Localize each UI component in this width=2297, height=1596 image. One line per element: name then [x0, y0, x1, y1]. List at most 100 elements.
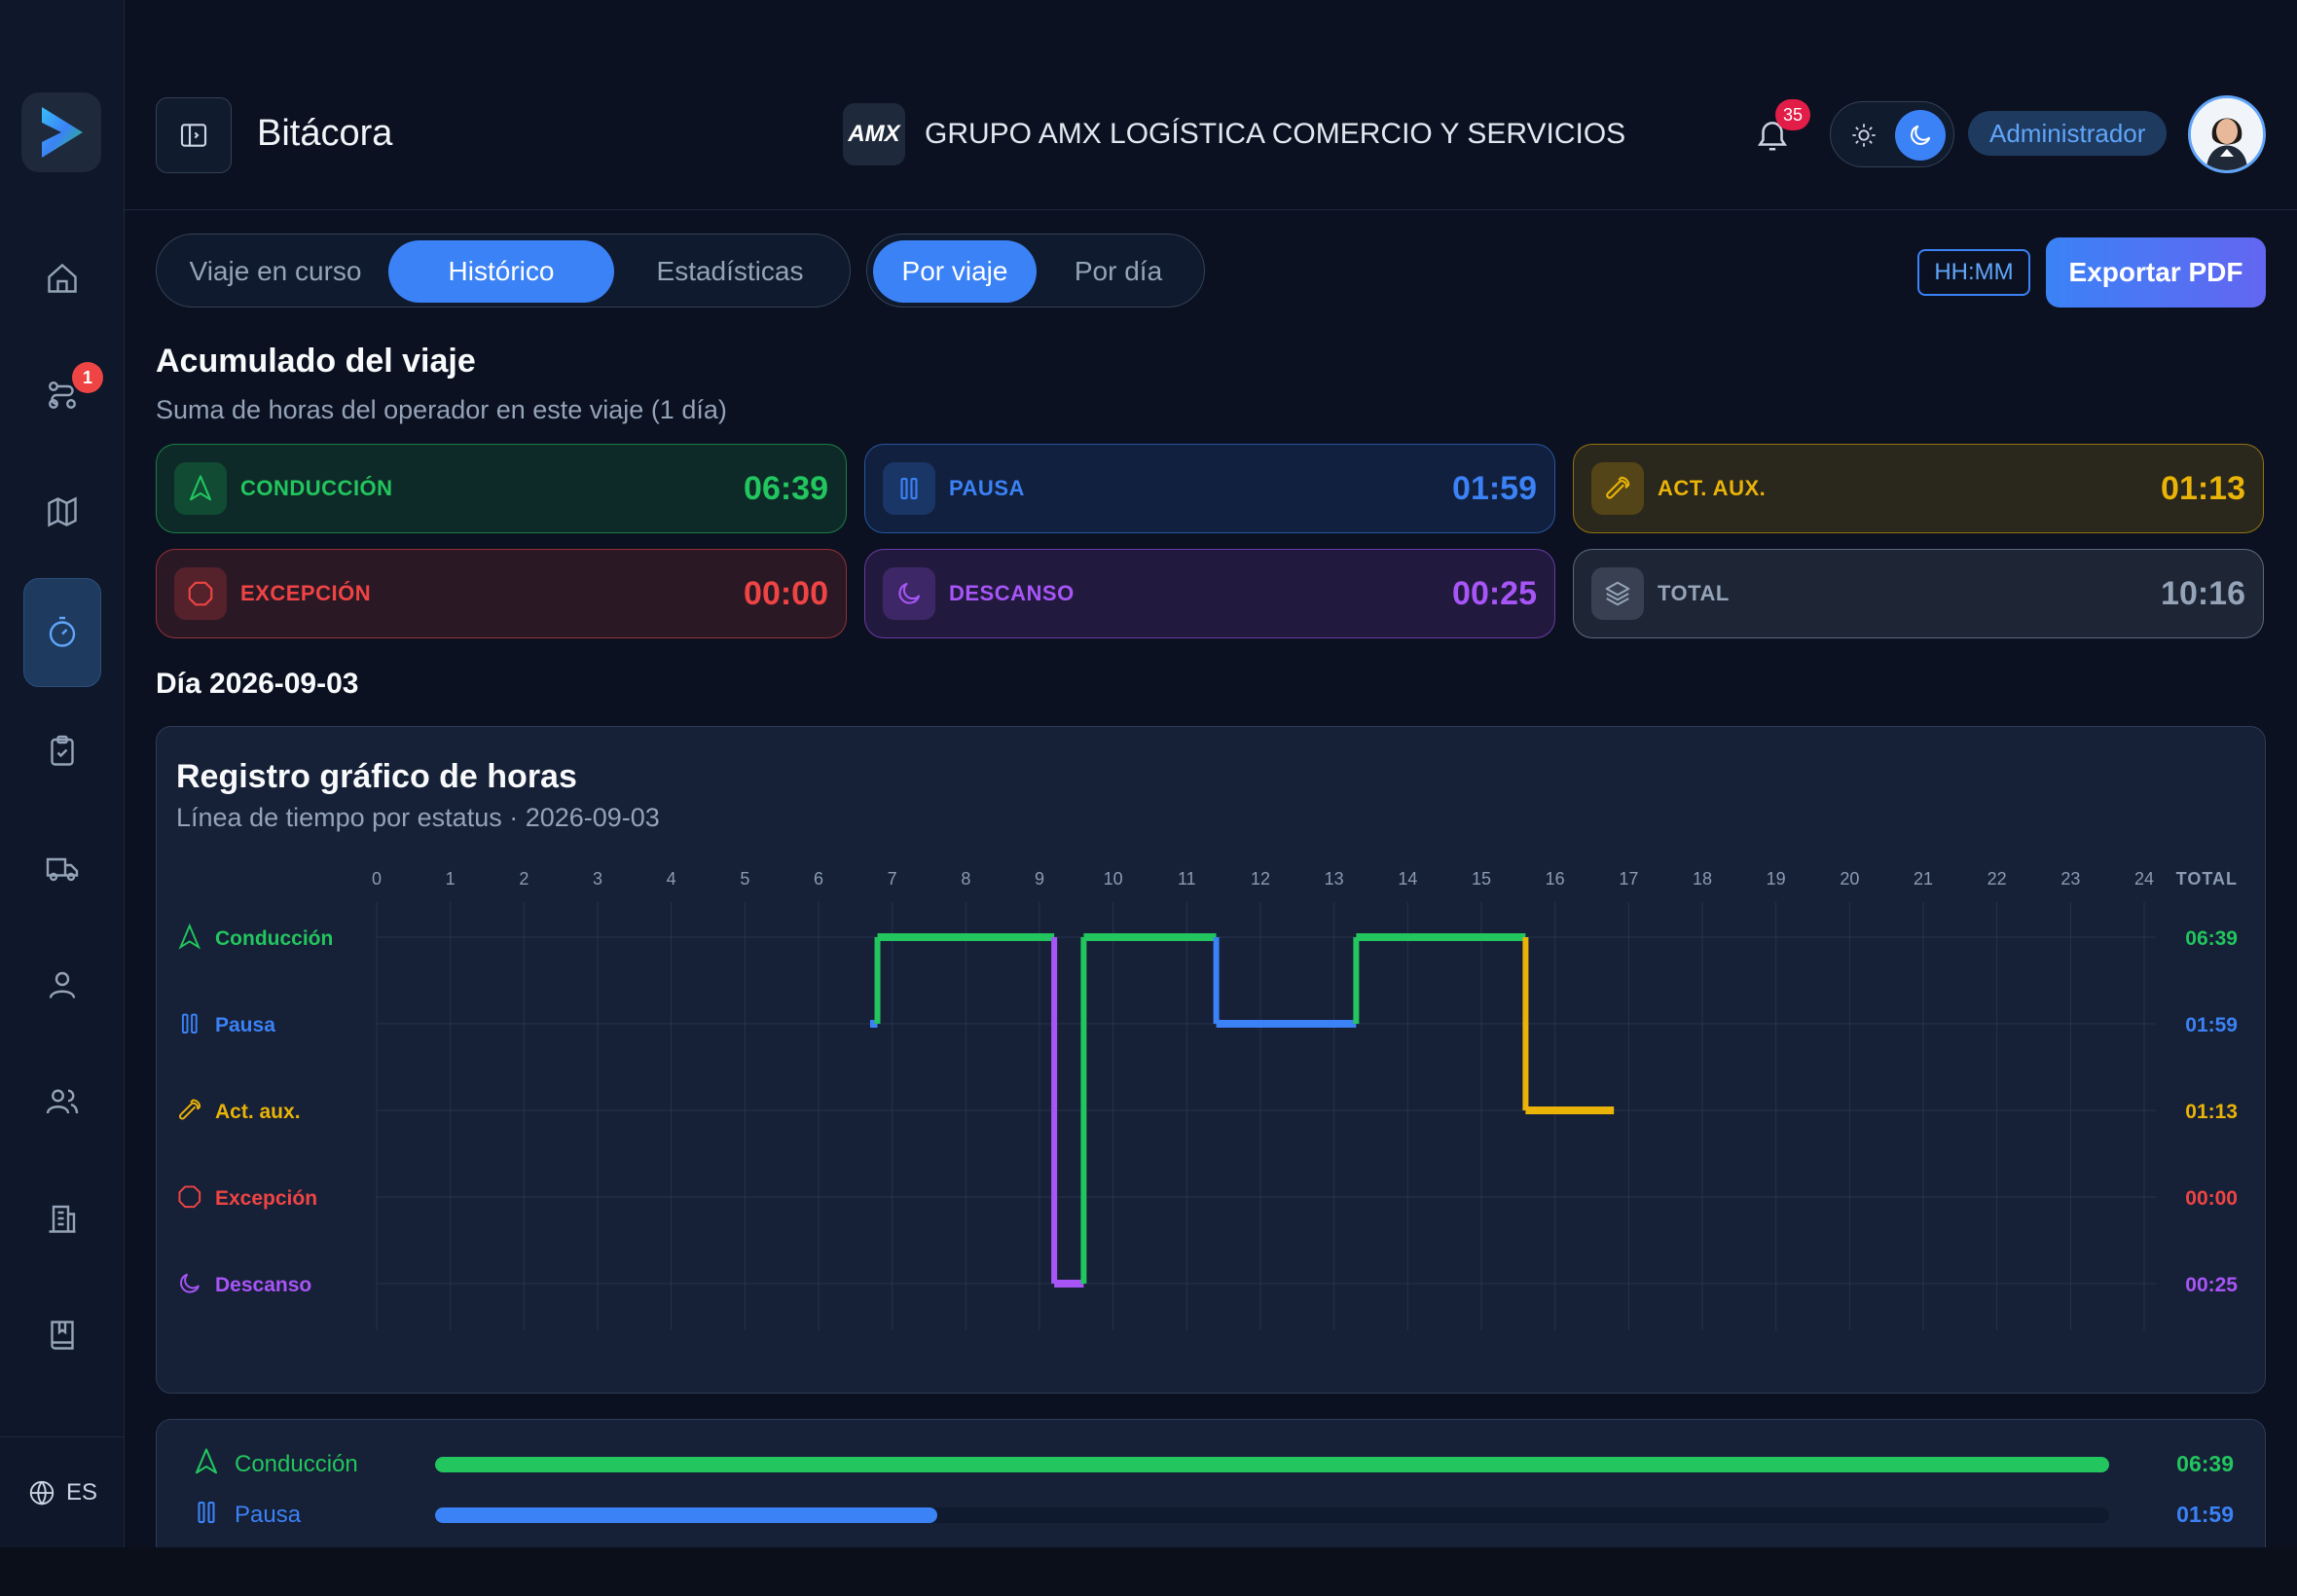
nav-manual[interactable]: [23, 1296, 101, 1374]
x-tick-label: 0: [372, 869, 382, 889]
tab-por-dia[interactable]: Por día: [1074, 256, 1163, 286]
tab-viaje-en-curso[interactable]: Viaje en curso: [189, 256, 362, 286]
status-card-label: ACT. AUX.: [1658, 476, 1767, 500]
app-logo[interactable]: [21, 92, 101, 172]
nav-operator[interactable]: [23, 946, 101, 1024]
navigation-arrow-icon: [192, 1447, 221, 1483]
bell-icon: [1757, 122, 1788, 151]
sidebar-panel-icon: [180, 124, 207, 147]
timer-icon: [49, 616, 76, 647]
view-tabs: Por viaje Por día: [866, 234, 1205, 308]
status-card-value: 06:39: [744, 469, 828, 507]
status-card-label: EXCEPCIÓN: [240, 581, 372, 605]
building-icon: [49, 1205, 76, 1233]
nav-companies[interactable]: [23, 1179, 101, 1257]
total-column-header: TOTAL: [2176, 869, 2238, 889]
x-tick-label: 18: [1693, 869, 1712, 889]
status-card-label: DESCANSO: [949, 581, 1075, 605]
chart-title: Registro gráfico de horas: [176, 758, 577, 795]
x-tick-label: 13: [1325, 869, 1344, 889]
wrench-icon: [178, 1099, 201, 1120]
status-card-pausa: PAUSA 01:59: [864, 444, 1555, 533]
nav-routes[interactable]: 1: [23, 356, 103, 434]
status-card-value: 10:16: [2161, 574, 2245, 612]
x-tick-label: 15: [1472, 869, 1491, 889]
octagon-icon: [174, 567, 227, 620]
time-format-toggle[interactable]: HH:MM: [1917, 249, 2030, 296]
truck-icon: [46, 857, 79, 882]
chart-subtitle: Línea de tiempo por estatus · 2026-09-03: [176, 803, 660, 832]
row-total-conduccion: 06:39: [2185, 927, 2238, 950]
route-icon: [49, 381, 76, 409]
pause-icon: [883, 462, 935, 515]
wrench-icon: [1591, 462, 1644, 515]
sidebar: 1 ES: [0, 0, 125, 1547]
x-tick-label: 9: [1035, 869, 1044, 889]
row-total-aux: 01:13: [2185, 1101, 2238, 1123]
status-card-label: TOTAL: [1658, 581, 1730, 605]
bottom-strip: [0, 1547, 2297, 1596]
map-icon: [48, 496, 77, 527]
role-badge[interactable]: Administrador: [1968, 111, 2168, 156]
light-mode-button[interactable]: [1842, 114, 1885, 157]
nav-users[interactable]: [23, 1063, 101, 1141]
export-pdf-button[interactable]: Exportar PDF: [2046, 237, 2266, 308]
nav-map[interactable]: [23, 473, 101, 551]
tab-estadisticas[interactable]: Estadísticas: [656, 256, 804, 286]
row-label-aux: Act. aux.: [215, 1101, 301, 1123]
summary-row-label: Pausa: [192, 1498, 301, 1533]
moon-icon: [1911, 125, 1931, 145]
sidebar-toggle-button[interactable]: [156, 97, 232, 173]
timeline-chart-card: Registro gráfico de horas Línea de tiemp…: [156, 726, 2266, 1394]
status-card-act-aux: ACT. AUX. 01:13: [1573, 444, 2264, 533]
tab-por-viaje[interactable]: Por viaje: [873, 240, 1037, 303]
routes-badge: 1: [72, 362, 103, 393]
x-tick-label: 5: [740, 869, 749, 889]
navigation-arrow-icon: [174, 462, 227, 515]
timeline-chart: 0 1 2 3 4 5 6 7 8 9 10 11 12 13 14 15 16 17 18 19 20 21 22 23 24…: [178, 869, 2238, 1330]
tab-historico[interactable]: Histórico: [388, 240, 614, 303]
x-tick-label: 1: [446, 869, 456, 889]
summary-value: 06:39: [2176, 1451, 2234, 1476]
x-tick-label: 11: [1178, 869, 1196, 889]
x-tick-label: 2: [519, 869, 529, 889]
status-card-value: 00:25: [1452, 574, 1537, 612]
x-tick-label: 16: [1546, 869, 1565, 889]
nav-logbook[interactable]: [23, 578, 101, 687]
moon-icon: [883, 567, 935, 620]
notifications-badge: 35: [1775, 99, 1810, 130]
page-title: Bitácora: [257, 113, 393, 154]
language-code: ES: [65, 1478, 97, 1505]
user-avatar[interactable]: [2188, 95, 2266, 173]
status-card-conducción: CONDUCCIÓN 06:39: [156, 444, 847, 533]
status-card-label: PAUSA: [949, 476, 1025, 500]
x-tick-label: 12: [1251, 869, 1270, 889]
pause-icon: [192, 1498, 221, 1534]
avatar-portrait-icon: [2191, 98, 2263, 170]
dark-mode-button[interactable]: [1895, 110, 1946, 161]
row-total-pausa: 01:59: [2185, 1014, 2238, 1036]
status-card-value: 01:13: [2161, 469, 2245, 507]
language-selector[interactable]: ES: [0, 1436, 125, 1547]
status-card-value: 01:59: [1452, 469, 1537, 507]
nav-fleet[interactable]: [23, 829, 101, 907]
x-tick-label: 22: [1987, 869, 2007, 889]
nav-tasks[interactable]: [23, 712, 101, 790]
clipboard-check-icon: [51, 735, 74, 766]
summary-bar-fill: [435, 1507, 937, 1523]
status-card-descanso: DESCANSO 00:25: [864, 549, 1555, 638]
summary-row-label: Conducción: [192, 1447, 358, 1482]
nav-home[interactable]: [23, 239, 101, 317]
company-logo: AMX: [843, 103, 905, 165]
x-tick-label: 3: [593, 869, 602, 889]
day-title: Día 2026-09-03: [156, 668, 359, 700]
row-label-conduccion: Conducción: [215, 927, 333, 950]
x-tick-label: 14: [1398, 869, 1417, 889]
summary-bars-card: Conducción 06:39 Pausa 01:59: [156, 1419, 2266, 1555]
notifications-button[interactable]: [1748, 111, 1797, 160]
theme-toggle[interactable]: [1830, 101, 1954, 167]
accumulated-subtitle: Suma de horas del operador en este viaje…: [156, 395, 727, 424]
summary-bar-track: [435, 1507, 2109, 1523]
summary-bar-track: [435, 1457, 2109, 1472]
x-tick-label: 4: [667, 869, 676, 889]
